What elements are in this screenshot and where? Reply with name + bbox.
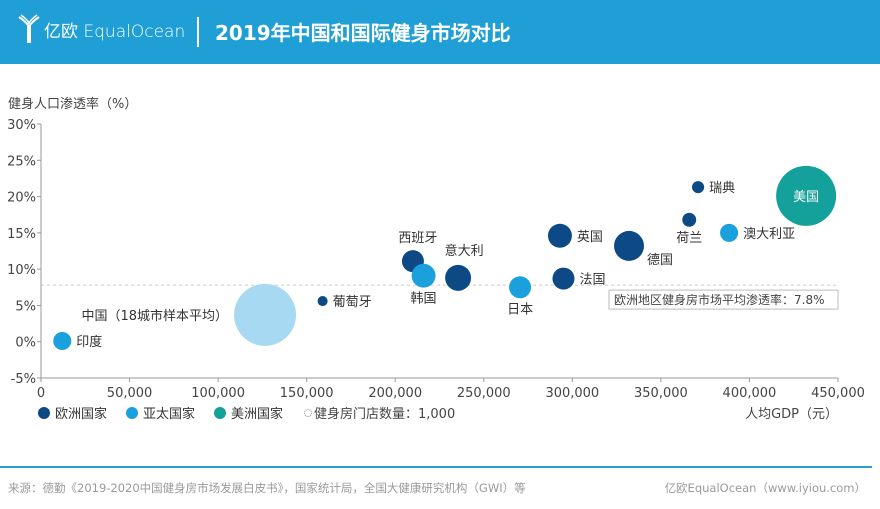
x-axis-title: 人均GDP（元） [745, 407, 838, 422]
bubble-europe [317, 296, 328, 307]
credit: 亿欧EqualOcean（www.iyiou.com） [664, 481, 866, 495]
bubble-label: 瑞典 [709, 181, 735, 196]
y-tick-label: 5% [15, 299, 36, 314]
logo-icon [18, 14, 40, 43]
bubble-label: 西班牙 [398, 231, 437, 246]
header-bar: 亿欧 EqualOcean 2019年中国和国际健身市场对比 [0, 0, 880, 64]
y-tick-label: 30% [7, 118, 36, 133]
bubble-europe [614, 230, 644, 261]
bubble-asia [509, 276, 532, 299]
size-legend-label: 健身房门店数量：1,000 [314, 406, 455, 422]
x-tick-label: 200,000 [368, 386, 422, 401]
logo-text: 亿欧 EqualOcean [44, 21, 186, 42]
reference-label: 欧洲地区健身房市场平均渗透率：7.8% [614, 292, 825, 307]
legend-label: 亚太国家 [143, 406, 195, 422]
bubble-asia [720, 223, 739, 242]
bubble-label: 澳大利亚 [743, 226, 795, 242]
bubble-label: 美国 [793, 190, 819, 205]
source-note: 来源：德勤《2019-2020中国健身房市场发展白皮书》，国家统计局，全国大健康… [8, 481, 526, 495]
bubble-europe [547, 223, 572, 248]
bubble-americas [776, 165, 837, 226]
bubble-europe [682, 212, 697, 227]
y-tick-label: 25% [7, 154, 36, 169]
bubble-china [234, 283, 297, 346]
bubble-europe [552, 267, 575, 290]
bubble-label: 日本 [507, 302, 533, 317]
x-tick-label: 450,000 [811, 386, 865, 401]
footer-divider [0, 466, 872, 468]
bubble-label: 印度 [76, 334, 102, 350]
header-divider [197, 17, 199, 47]
bubble-label: 德国 [647, 253, 673, 268]
bubble-label: 荷兰 [676, 231, 702, 246]
y-axis-title: 健身人口渗透率（%） [8, 96, 137, 112]
x-tick-label: 400,000 [723, 386, 777, 401]
legend-label: 欧洲国家 [55, 406, 107, 422]
y-tick-label: 10% [7, 263, 36, 278]
legend-label: 美洲国家 [231, 406, 283, 422]
bubble-label: 意大利 [445, 243, 484, 259]
size-legend-marker [304, 409, 312, 417]
bubble-label: 韩国 [411, 292, 437, 307]
legend-marker-americas [214, 407, 226, 419]
bubble-label: 中国（18城市样本平均） [82, 308, 229, 324]
x-tick-label: 0 [37, 386, 45, 401]
x-tick-label: 300,000 [545, 386, 599, 401]
bubble-chart: 健身人口渗透率（%） 人均GDP（元） 健身房门店数量：1,000 30% 25%… [7, 96, 865, 422]
bubble-label: 法国 [579, 273, 605, 288]
y-tick-label: 0% [15, 336, 36, 351]
x-tick-label: 350,000 [634, 386, 688, 401]
bubble-europe [445, 264, 472, 291]
x-tick-label: 150,000 [280, 386, 334, 401]
y-tick-label: 15% [7, 227, 36, 242]
bubble-asia [411, 263, 436, 288]
legend-marker-europe [38, 407, 50, 419]
x-tick-label: 50,000 [107, 386, 153, 401]
legend-marker-asia [126, 407, 138, 419]
page-title: 2019年中国和国际健身市场对比 [215, 21, 511, 45]
bubble-label: 英国 [577, 230, 603, 245]
y-tick-label: 20% [7, 191, 36, 206]
x-tick-label: 250,000 [457, 386, 511, 401]
y-tick-label: -5% [11, 372, 36, 387]
bubble-asia [53, 331, 72, 351]
bubble-europe [692, 181, 705, 194]
reference-label-box [608, 289, 839, 310]
logo: 亿欧 EqualOcean [18, 14, 185, 44]
bubble-label: 葡萄牙 [333, 295, 372, 310]
x-tick-label: 100,000 [191, 386, 245, 401]
